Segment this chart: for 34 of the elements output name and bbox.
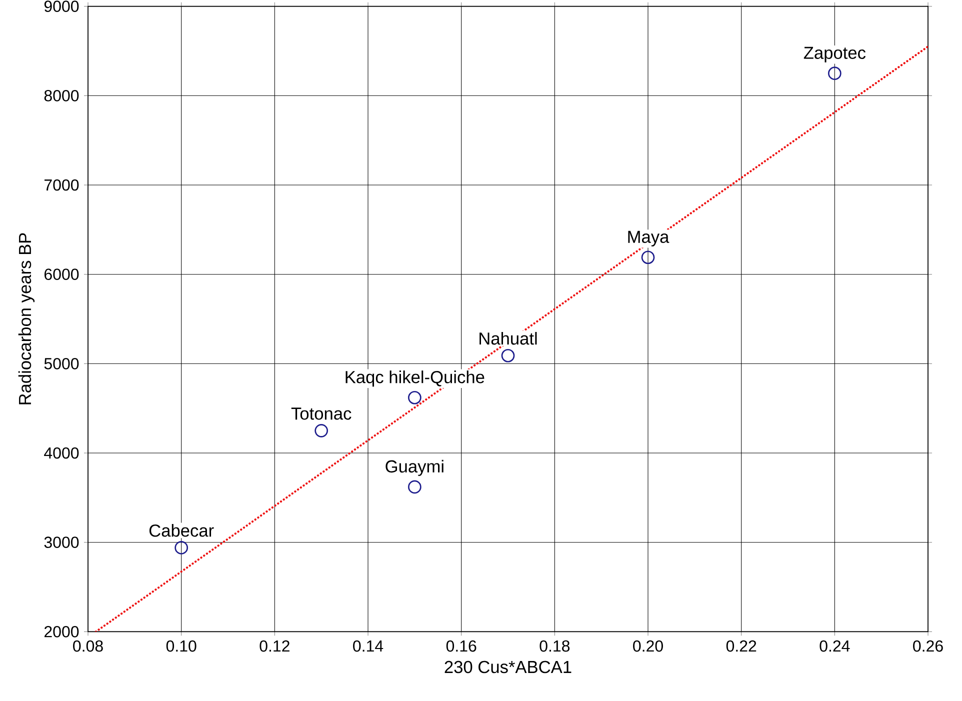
annotation: Totonac — [291, 408, 352, 420]
y-tick-label: 3000 — [44, 536, 79, 548]
point — [828, 66, 842, 80]
point — [641, 250, 655, 264]
annotation: Zapotec — [804, 46, 866, 62]
y-tick-label: 2000 — [44, 626, 79, 638]
x-tick-label: 0.08 — [73, 640, 103, 652]
y-axis-title: Radiocarbon years BP — [18, 233, 35, 404]
x-tick-label: 0.24 — [820, 640, 850, 652]
y-tick-label: 7000 — [44, 179, 79, 191]
x-tick-label: 0.26 — [913, 640, 943, 652]
x-axis-title: 230 Cus*ABCA1 — [444, 660, 572, 674]
annotation: Guaymi — [386, 460, 444, 476]
x-tick-label: 0.22 — [726, 640, 756, 652]
x-tick-label: 0.10 — [166, 640, 196, 652]
point — [314, 424, 328, 438]
point — [174, 541, 188, 554]
annotation: Maya — [628, 230, 670, 246]
x-tick-label: 0.14 — [353, 640, 384, 652]
y-tick-label: 5000 — [44, 358, 79, 370]
x-tick-label: 0.18 — [540, 640, 570, 652]
annotation: Cabecar — [149, 524, 214, 537]
y-tick-label: 9000 — [44, 0, 79, 12]
annotation: Nahuatl — [480, 332, 537, 345]
x-tick-label: 0.12 — [260, 640, 290, 652]
point — [408, 480, 422, 494]
point — [408, 390, 422, 404]
annotation: Kaqc hikel-Quiche — [346, 370, 484, 387]
y-tick-label: 6000 — [44, 268, 79, 280]
y-tick-label: 8000 — [44, 90, 79, 102]
point — [501, 348, 515, 362]
x-tick-label: 0.16 — [446, 640, 476, 652]
y-tick-label: 4000 — [44, 447, 79, 459]
x-tick-label: 0.20 — [633, 640, 663, 652]
